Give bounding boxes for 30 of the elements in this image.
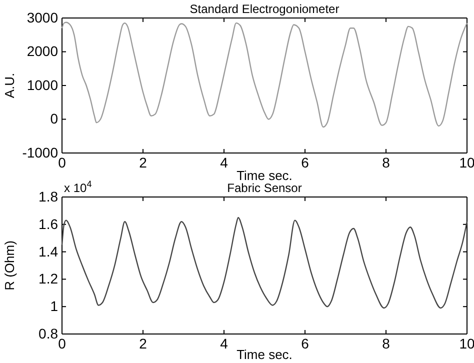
y-tick-label: 1.4 (38, 243, 58, 260)
x-tick-label: 4 (220, 335, 228, 352)
x-tick-label: 4 (220, 154, 228, 170)
y-tick-label: 2000 (26, 43, 58, 60)
y-tick-label: 0 (50, 110, 58, 127)
x-tick-label: 10 (459, 154, 474, 170)
y-tick-label: 1.6 (38, 216, 58, 232)
y-axis-title: A.U. (2, 72, 17, 98)
x-tick-label: 2 (139, 335, 148, 352)
line-series (61, 216, 468, 309)
chart-title: Standard Electrogoniometer (190, 2, 340, 16)
y-tick-label: -1000 (22, 144, 58, 160)
chart-title: Fabric Sensor (227, 181, 302, 195)
text: x 10$^{4}$ (64, 179, 92, 195)
y-tick-label: 1 (50, 298, 58, 314)
y-tick-label: 1.8 (38, 188, 58, 204)
line-series (61, 22, 468, 128)
x-tick-label: 10 (459, 335, 474, 352)
x-tick-label: 2 (139, 154, 148, 170)
y-tick-label: 1.2 (38, 270, 58, 287)
x-tick-label: 8 (382, 335, 390, 352)
x-tick-label: 6 (301, 154, 310, 170)
x-axis-title: Time sec. (236, 168, 292, 183)
y-tick-label: 1000 (26, 76, 58, 93)
y-tick-label: 3000 (26, 9, 58, 26)
x-tick-label: 6 (301, 335, 310, 352)
x-axis-title: Time sec. (236, 347, 292, 362)
y-axis-title: R (Ohm) (2, 240, 17, 290)
x-tick-label: 8 (382, 154, 390, 170)
y-tick-label: 0.8 (38, 325, 58, 342)
